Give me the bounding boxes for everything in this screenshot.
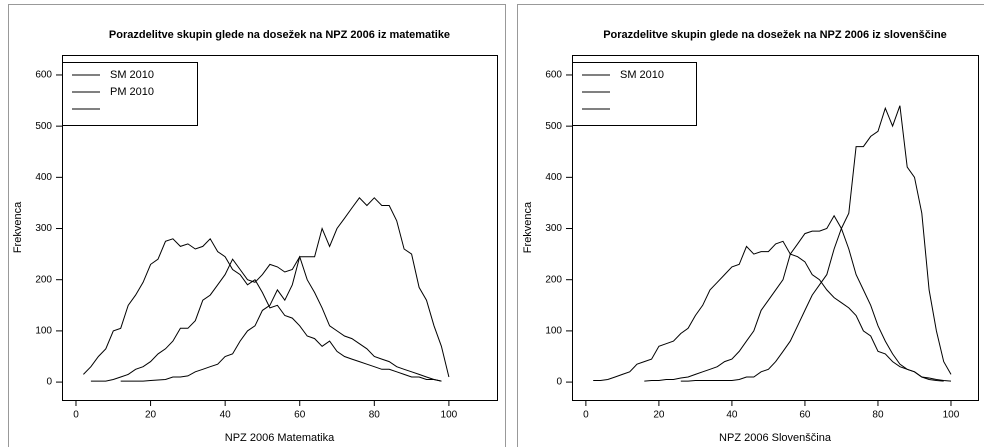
series-line <box>90 255 442 382</box>
series-line <box>680 105 952 382</box>
y-tick-label: 500 <box>545 121 562 132</box>
y-axis-label: Frekvenca <box>522 201 534 253</box>
plot-frame <box>62 55 498 401</box>
x-tick-label: 20 <box>653 410 665 421</box>
x-tick-label: 0 <box>583 410 589 421</box>
series-line <box>593 240 952 382</box>
legend-label: SM 2010 <box>110 69 154 81</box>
y-tick-label: 600 <box>35 70 52 81</box>
y-tick-label: 500 <box>35 121 52 132</box>
y-tick-label: 200 <box>35 274 52 285</box>
y-tick-label: 100 <box>35 326 52 337</box>
series-line <box>644 214 944 382</box>
chart-title: Porazdelitve skupin glede na dosežek na … <box>109 29 450 41</box>
legend-box <box>62 62 198 126</box>
x-tick-label: 0 <box>73 410 79 421</box>
x-tick-label: 40 <box>726 410 738 421</box>
series-line <box>120 197 450 382</box>
x-tick-label: 40 <box>220 410 232 421</box>
y-tick-label: 300 <box>545 223 562 234</box>
x-axis-label: NPZ 2006 Slovenščina <box>719 432 832 444</box>
y-tick-label: 600 <box>545 70 562 81</box>
x-axis-label: NPZ 2006 Matematika <box>225 432 335 444</box>
series-line <box>83 237 442 382</box>
y-axis-label: Frekvenca <box>12 201 24 253</box>
chart-title: Porazdelitve skupin glede na dosežek na … <box>603 29 947 41</box>
panel-border <box>517 4 984 447</box>
legend-label: SM 2010 <box>620 69 664 81</box>
y-tick-label: 0 <box>46 377 52 388</box>
x-tick-label: 60 <box>294 410 306 421</box>
x-tick-label: 80 <box>369 410 381 421</box>
y-tick-label: 400 <box>545 172 562 183</box>
y-tick-label: 300 <box>35 223 52 234</box>
legend-box <box>572 62 697 126</box>
panel-border <box>8 4 506 447</box>
legend-label: PM 2010 <box>110 86 154 98</box>
y-tick-label: 0 <box>556 377 562 388</box>
y-tick-label: 400 <box>35 172 52 183</box>
x-tick-label: 20 <box>145 410 157 421</box>
x-tick-label: 80 <box>872 410 884 421</box>
x-tick-label: 100 <box>441 410 458 421</box>
x-tick-label: 100 <box>943 410 960 421</box>
plot-frame <box>572 55 979 401</box>
y-tick-label: 200 <box>545 274 562 285</box>
y-tick-label: 100 <box>545 326 562 337</box>
x-tick-label: 60 <box>799 410 811 421</box>
